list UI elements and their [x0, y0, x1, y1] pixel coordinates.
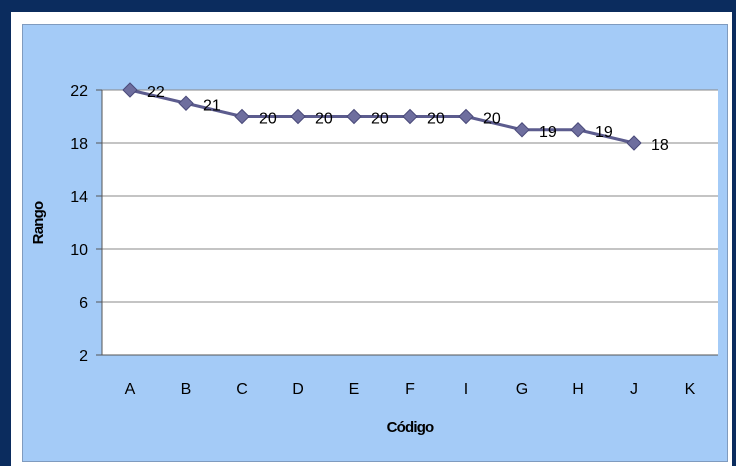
data-point — [570, 122, 586, 138]
data-point — [626, 135, 642, 151]
data-point — [290, 108, 306, 125]
y-tick-label: 14 — [70, 189, 88, 206]
x-tick-label: E — [349, 381, 360, 398]
plot-area — [102, 90, 718, 355]
x-tick-label: F — [405, 381, 415, 398]
data-point — [346, 108, 362, 125]
data-point — [458, 108, 474, 125]
series-markers — [122, 82, 642, 151]
y-axis-ticks: 2 6 10 14 18 22 — [70, 83, 102, 365]
data-label: 20 — [315, 111, 333, 128]
data-point — [514, 122, 530, 138]
data-label: 20 — [483, 111, 501, 128]
x-tick-label: J — [630, 381, 638, 398]
data-point — [234, 108, 250, 125]
data-label: 20 — [427, 111, 445, 128]
data-label: 19 — [539, 124, 557, 141]
data-label: 20 — [259, 111, 277, 128]
y-tick-label: 6 — [79, 295, 88, 312]
y-tick-label: 18 — [70, 136, 88, 153]
data-point — [178, 95, 194, 111]
data-label: 22 — [147, 84, 165, 101]
x-axis-title: Código — [387, 419, 434, 436]
data-label: 20 — [371, 111, 389, 128]
data-point — [402, 108, 418, 125]
x-tick-label: D — [292, 381, 304, 398]
gridlines — [102, 89, 718, 356]
x-tick-label: G — [516, 381, 528, 398]
x-tick-label: C — [236, 381, 248, 398]
data-label: 21 — [203, 97, 221, 114]
data-label: 19 — [595, 124, 613, 141]
x-tick-label: A — [125, 381, 136, 398]
x-tick-label: I — [464, 381, 468, 398]
x-tick-label: B — [181, 381, 192, 398]
y-tick-label: 22 — [70, 83, 88, 100]
y-tick-label: 10 — [70, 242, 88, 259]
y-tick-label: 2 — [79, 348, 88, 365]
x-tick-label: H — [572, 381, 584, 398]
data-point — [122, 82, 138, 98]
y-axis-title: Rango — [30, 201, 47, 244]
series-line — [129, 88, 635, 145]
data-label: 18 — [651, 137, 669, 154]
x-tick-label: K — [685, 381, 696, 398]
data-labels: 22 21 20 20 20 20 20 19 19 18 — [147, 84, 669, 154]
